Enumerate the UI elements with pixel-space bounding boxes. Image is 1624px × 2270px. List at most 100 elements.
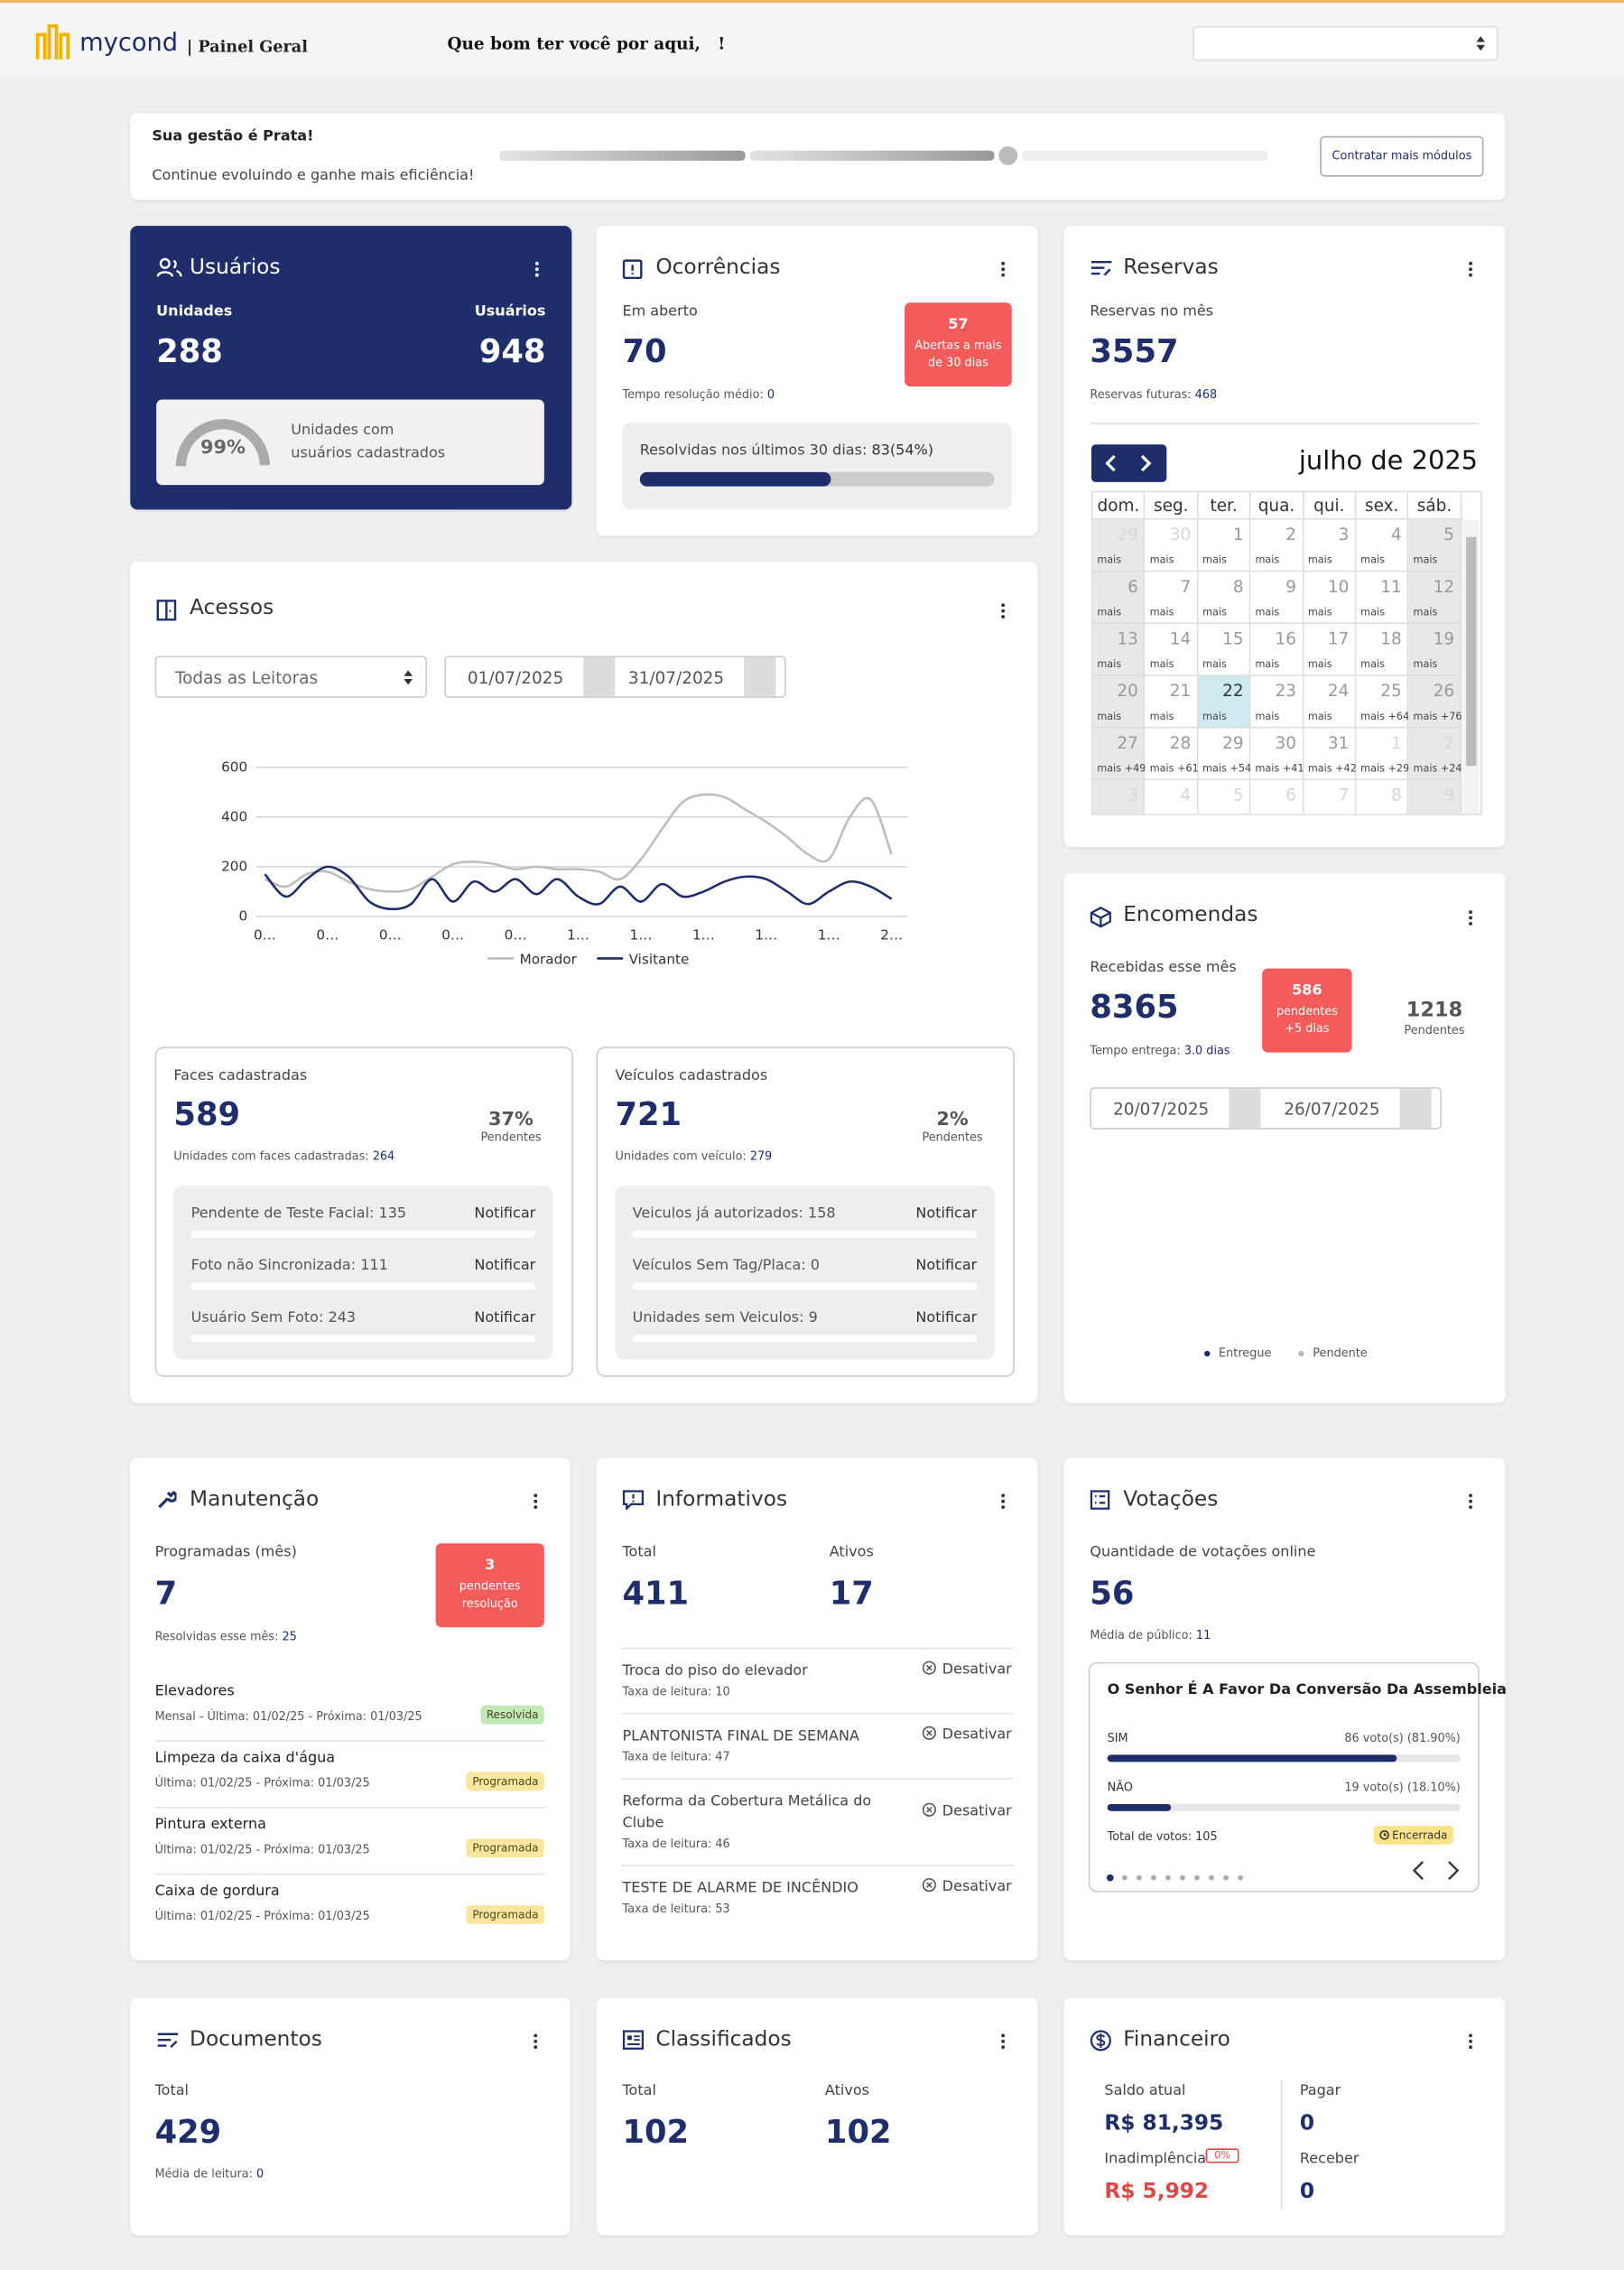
- reading-rate: Taxa de leitura: 10: [622, 1685, 729, 1698]
- reader-select[interactable]: Todas as Leitoras: [154, 656, 428, 698]
- decoration: [1001, 2039, 1006, 2043]
- decoration: [1476, 36, 1486, 51]
- date-from: 20/07/2025: [1113, 1098, 1210, 1120]
- decoration: [1379, 1830, 1389, 1840]
- decoration: [1105, 454, 1152, 472]
- faces-box: Faces cadastradas 589 37% Pendentes Unidades…: [154, 1047, 573, 1377]
- box-value: 721: [615, 1097, 682, 1134]
- more-link: mais: [1097, 554, 1122, 566]
- carousel-arrows[interactable]: [1411, 1859, 1461, 1883]
- reading-rate: Taxa de leitura: 46: [622, 1837, 729, 1850]
- late-badge: 586 pendentes +5 dias: [1262, 968, 1352, 1053]
- calendar-button[interactable]: [1399, 1088, 1432, 1129]
- menu[interactable]: [1468, 261, 1473, 278]
- calendar-day: 10 mais: [1304, 572, 1357, 625]
- deactivate-button[interactable]: Desativar: [922, 1726, 1012, 1743]
- card-title: Ocorrências: [655, 256, 781, 280]
- calendar-day: 3 mais: [1304, 519, 1357, 572]
- notify-button[interactable]: Notificar: [915, 1310, 978, 1326]
- reading-rate: Taxa de leitura: 53: [622, 1903, 729, 1915]
- planned-value: 7: [154, 1577, 178, 1614]
- condo-select[interactable]: [1192, 25, 1499, 61]
- day-number: 1: [1390, 732, 1402, 753]
- y-tick-label: 200: [221, 858, 247, 874]
- menu[interactable]: [534, 261, 540, 278]
- units-label: Unidades: [156, 303, 233, 321]
- calendar-button[interactable]: [1229, 1088, 1261, 1129]
- bookings-card: Reservas Reservas no mês 3557 Reservas f…: [1063, 226, 1506, 847]
- icon-ring: [922, 1661, 936, 1675]
- notify-button[interactable]: Notificar: [474, 1310, 536, 1326]
- menu[interactable]: [1000, 1493, 1006, 1510]
- value: 46: [715, 1837, 730, 1851]
- more-link: mais: [1255, 554, 1280, 566]
- decoration: [1001, 1505, 1006, 1510]
- more-link: mais +49: [1097, 762, 1146, 775]
- notify-button[interactable]: Notificar: [915, 1258, 978, 1274]
- menu[interactable]: [1000, 261, 1006, 278]
- carousel-dots[interactable]: [1104, 1872, 1248, 1884]
- weekday: qui.: [1304, 492, 1357, 519]
- parcels-icon: [1090, 907, 1111, 928]
- status-label: Usuário Sem Foto: 243: [190, 1310, 357, 1326]
- notice-title: TESTE DE ALARME DE INCÊNDIO: [622, 1880, 858, 1897]
- calendar-day: 2 mais: [1250, 519, 1304, 572]
- x-tick-label: 1…: [567, 926, 589, 943]
- calendar-button[interactable]: [583, 656, 616, 697]
- date-from: 01/07/2025: [467, 667, 564, 688]
- decoration: [1469, 2033, 1472, 2038]
- box-title: Veículos cadastrados: [615, 1068, 768, 1084]
- status-item: Usuário Sem Foto: 243 Notificar: [190, 1307, 536, 1351]
- value: 264: [372, 1149, 395, 1163]
- notify-button[interactable]: Notificar: [915, 1205, 978, 1223]
- menu[interactable]: [1000, 602, 1006, 619]
- header: mycond | Painel Geral Que bom ter você p…: [0, 0, 1624, 76]
- label: Taxa de leitura:: [622, 1837, 712, 1851]
- label: Taxa de leitura:: [622, 1685, 712, 1698]
- menu[interactable]: [533, 2033, 538, 2050]
- calendar-nav[interactable]: [1090, 444, 1167, 482]
- notice-title: Reforma da Cobertura Metálica do Clube: [622, 1793, 872, 1832]
- weekday: sex.: [1356, 492, 1409, 519]
- pending-value: 1218: [1406, 999, 1463, 1022]
- date-range[interactable]: 20/07/2025 26/07/2025: [1090, 1087, 1442, 1130]
- calendar-day: 17 mais: [1304, 624, 1357, 676]
- decoration: [534, 267, 539, 272]
- item-schedule: Última: 01/02/25 - Próxima: 01/03/25: [154, 1843, 370, 1856]
- day-number: 9: [1443, 785, 1455, 805]
- more-link: mais: [1097, 606, 1122, 619]
- more-link: mais: [1413, 554, 1438, 566]
- deactivate-button[interactable]: Desativar: [922, 1802, 1012, 1819]
- calendar-button[interactable]: [744, 656, 776, 697]
- upgrade-button[interactable]: Contratar mais módulos: [1320, 135, 1484, 177]
- status-item: Veiculos já autorizados: 158 Notificar: [632, 1203, 978, 1246]
- notify-button[interactable]: Notificar: [474, 1258, 536, 1274]
- card-title: Usuários: [190, 256, 281, 280]
- menu[interactable]: [1468, 2033, 1473, 2050]
- day-number: 2: [1443, 732, 1455, 753]
- legend-item: Entregue: [1204, 1346, 1271, 1360]
- legend-item: Pendente: [1298, 1346, 1368, 1360]
- deactivate-button[interactable]: Desativar: [922, 1878, 1012, 1895]
- open-label: Em aberto: [622, 303, 698, 321]
- item-schedule: Mensal - Última: 01/02/25 - Próxima: 01/…: [154, 1709, 422, 1724]
- label: Taxa de leitura:: [622, 1902, 712, 1916]
- status-label: Programada: [472, 1774, 539, 1789]
- menu[interactable]: [1000, 2033, 1006, 2050]
- menu[interactable]: [1468, 909, 1473, 926]
- more-link: mais +24: [1413, 762, 1462, 775]
- menu[interactable]: [1468, 1493, 1473, 1510]
- date-range[interactable]: 01/07/2025 31/07/2025: [444, 656, 786, 698]
- day-number: 27: [1117, 732, 1138, 753]
- legend-dot: [1204, 1350, 1211, 1356]
- badge-value: 3: [485, 1558, 496, 1574]
- scroll-thumb: [1466, 536, 1477, 767]
- notify-button[interactable]: Notificar: [474, 1205, 536, 1223]
- parcels-card: Encomendas Recebidas esse mês 8365 Tempo…: [1063, 872, 1506, 1403]
- calendar-day: 5 mais: [1408, 519, 1462, 572]
- menu[interactable]: [533, 1493, 538, 1510]
- deactivate-button[interactable]: Desativar: [922, 1661, 1012, 1678]
- greeting: Que bom ter você por aqui, !: [447, 33, 726, 54]
- label: Resolvidas esse mês:: [154, 1630, 279, 1643]
- default-label: Inadimplência: [1104, 2151, 1207, 2168]
